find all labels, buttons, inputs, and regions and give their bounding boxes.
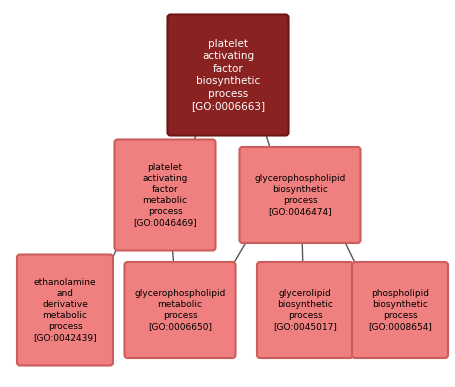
FancyBboxPatch shape bbox=[114, 139, 215, 250]
FancyBboxPatch shape bbox=[17, 255, 113, 365]
Text: glycerophospholipid
metabolic
process
[GO:0006650]: glycerophospholipid metabolic process [G… bbox=[134, 289, 225, 331]
FancyBboxPatch shape bbox=[167, 14, 288, 135]
FancyBboxPatch shape bbox=[351, 262, 447, 358]
Text: glycerophospholipid
biosynthetic
process
[GO:0046474]: glycerophospholipid biosynthetic process… bbox=[254, 174, 345, 216]
Text: glycerolipid
biosynthetic
process
[GO:0045017]: glycerolipid biosynthetic process [GO:00… bbox=[273, 289, 336, 331]
FancyBboxPatch shape bbox=[257, 262, 352, 358]
Text: platelet
activating
factor
biosynthetic
process
[GO:0006663]: platelet activating factor biosynthetic … bbox=[191, 39, 264, 111]
Text: platelet
activating
factor
metabolic
process
[GO:0046469]: platelet activating factor metabolic pro… bbox=[133, 163, 197, 227]
FancyBboxPatch shape bbox=[124, 262, 235, 358]
Text: phospholipid
biosynthetic
process
[GO:0008654]: phospholipid biosynthetic process [GO:00… bbox=[367, 289, 431, 331]
FancyBboxPatch shape bbox=[239, 147, 360, 243]
Text: ethanolamine
and
derivative
metabolic
process
[GO:0042439]: ethanolamine and derivative metabolic pr… bbox=[33, 278, 96, 342]
